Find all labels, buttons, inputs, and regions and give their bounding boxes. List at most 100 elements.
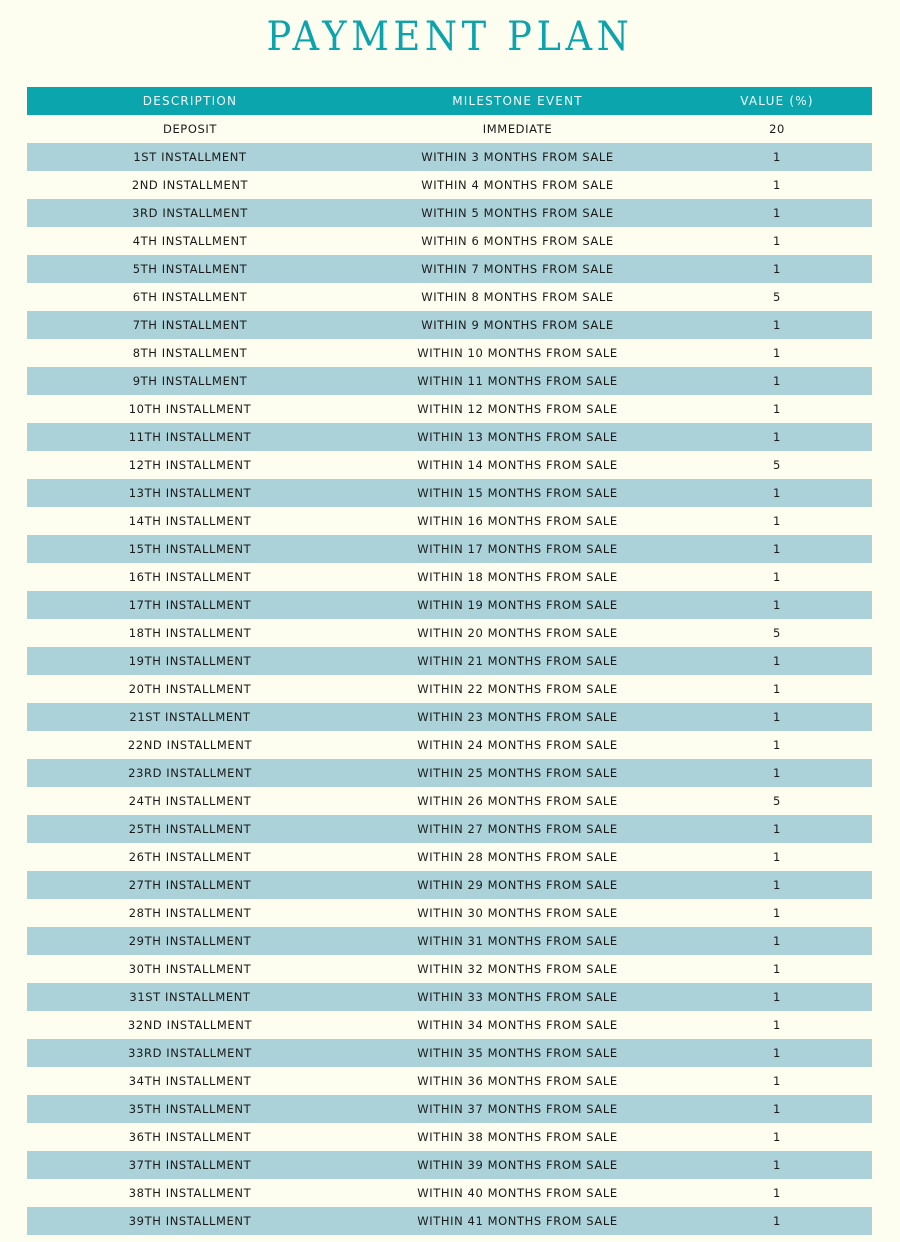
- milestone-cell: WITHIN 6 MONTHS FROM SALE: [421, 234, 614, 248]
- table-row: 12TH INSTALLMENT WITHIN 14 MONTHS FROM SA…: [27, 451, 872, 479]
- value-cell: 5: [773, 290, 781, 304]
- table-row: 24TH INSTALLMENT WITHIN 26 MONTHS FROM SA…: [27, 787, 872, 815]
- description-cell: 26TH INSTALLMENT: [128, 850, 252, 864]
- description-cell: 39TH INSTALLMENT: [27, 1207, 353, 1235]
- table-row: 31ST INSTALLMENT WITHIN 33 MONTHS FROM SA…: [27, 983, 872, 1011]
- table-row: 23RD INSTALLMENT WITHIN 25 MONTHS FROM SA…: [27, 759, 872, 787]
- milestone-cell: WITHIN 41 MONTHS FROM SALE: [353, 1207, 682, 1235]
- table-body: DEPOSIT IMMEDIATE 20 1ST INSTALLMENT WITHIN …: [27, 115, 872, 1235]
- milestone-cell: WITHIN 9 MONTHS FROM SALE: [353, 311, 682, 339]
- milestone-cell: WITHIN 36 MONTHS FROM SALE: [417, 1074, 618, 1088]
- milestone-cell: WITHIN 20 MONTHS FROM SALE: [417, 626, 618, 640]
- page-title: PAYMENT PLAN: [266, 14, 634, 60]
- value-cell: 1: [682, 703, 872, 731]
- description-cell: 31ST INSTALLMENT: [27, 983, 353, 1011]
- milestone-cell: WITHIN 17 MONTHS FROM SALE: [353, 535, 682, 563]
- table-row: 34TH INSTALLMENT WITHIN 36 MONTHS FROM SA…: [27, 1067, 872, 1095]
- table-row: 19TH INSTALLMENT WITHIN 21 MONTHS FROM SA…: [27, 647, 872, 675]
- description-cell: 10TH INSTALLMENT: [128, 402, 252, 416]
- description-cell: 14TH INSTALLMENT: [128, 514, 252, 528]
- milestone-cell: WITHIN 14 MONTHS FROM SALE: [417, 458, 618, 472]
- description-cell: 16TH INSTALLMENT: [128, 570, 252, 584]
- milestone-cell: WITHIN 29 MONTHS FROM SALE: [353, 871, 682, 899]
- description-cell: 18TH INSTALLMENT: [128, 626, 252, 640]
- table-row: 25TH INSTALLMENT WITHIN 27 MONTHS FROM SA…: [27, 815, 872, 843]
- milestone-cell: WITHIN 24 MONTHS FROM SALE: [417, 738, 618, 752]
- table-row: 35TH INSTALLMENT WITHIN 37 MONTHS FROM SA…: [27, 1095, 872, 1123]
- milestone-cell: WITHIN 35 MONTHS FROM SALE: [353, 1039, 682, 1067]
- value-cell: 1: [773, 1130, 781, 1144]
- value-cell: 1: [773, 1018, 781, 1032]
- description-cell: DEPOSIT: [162, 122, 218, 136]
- description-cell: 29TH INSTALLMENT: [27, 927, 353, 955]
- table-row: 11TH INSTALLMENT WITHIN 13 MONTHS FROM SA…: [27, 423, 872, 451]
- description-cell: 22ND INSTALLMENT: [127, 738, 253, 752]
- table-row: 26TH INSTALLMENT WITHIN 28 MONTHS FROM SA…: [27, 843, 872, 871]
- table-row: 17TH INSTALLMENT WITHIN 19 MONTHS FROM SA…: [27, 591, 872, 619]
- table-row: 33RD INSTALLMENT WITHIN 35 MONTHS FROM SA…: [27, 1039, 872, 1067]
- value-cell: 1: [773, 346, 781, 360]
- value-cell: 1: [682, 199, 872, 227]
- milestone-cell: WITHIN 8 MONTHS FROM SALE: [421, 290, 614, 304]
- table-row: 4TH INSTALLMENT WITHIN 6 MONTHS FROM SALE…: [27, 227, 872, 255]
- milestone-cell: WITHIN 22 MONTHS FROM SALE: [417, 682, 618, 696]
- table-row: 3RD INSTALLMENT WITHIN 5 MONTHS FROM SALE…: [27, 199, 872, 227]
- column-header-milestone: MILESTONE EVENT: [353, 87, 682, 115]
- table-row: 1ST INSTALLMENT WITHIN 3 MONTHS FROM SALE…: [27, 143, 872, 171]
- table-row: 20TH INSTALLMENT WITHIN 22 MONTHS FROM SA…: [27, 675, 872, 703]
- value-cell: 1: [682, 871, 872, 899]
- table-row: 10TH INSTALLMENT WITHIN 12 MONTHS FROM SA…: [27, 395, 872, 423]
- value-cell: 1: [773, 906, 781, 920]
- value-cell: 1: [682, 983, 872, 1011]
- description-cell: 13TH INSTALLMENT: [27, 479, 353, 507]
- value-cell: 1: [682, 759, 872, 787]
- description-cell: 15TH INSTALLMENT: [27, 535, 353, 563]
- value-cell: 1: [682, 591, 872, 619]
- table-row: 30TH INSTALLMENT WITHIN 32 MONTHS FROM SA…: [27, 955, 872, 983]
- table-row: 14TH INSTALLMENT WITHIN 16 MONTHS FROM SA…: [27, 507, 872, 535]
- milestone-cell: WITHIN 12 MONTHS FROM SALE: [417, 402, 618, 416]
- description-cell: 1ST INSTALLMENT: [27, 143, 353, 171]
- milestone-cell: WITHIN 10 MONTHS FROM SALE: [417, 346, 618, 360]
- description-cell: 11TH INSTALLMENT: [27, 423, 353, 451]
- table-row: 9TH INSTALLMENT WITHIN 11 MONTHS FROM SAL…: [27, 367, 872, 395]
- table-row: 15TH INSTALLMENT WITHIN 17 MONTHS FROM SA…: [27, 535, 872, 563]
- milestone-cell: WITHIN 18 MONTHS FROM SALE: [417, 570, 618, 584]
- table-row: 37TH INSTALLMENT WITHIN 39 MONTHS FROM SA…: [27, 1151, 872, 1179]
- description-cell: 28TH INSTALLMENT: [128, 906, 252, 920]
- value-cell: 1: [773, 1186, 781, 1200]
- milestone-cell: WITHIN 16 MONTHS FROM SALE: [417, 514, 618, 528]
- milestone-cell: WITHIN 33 MONTHS FROM SALE: [353, 983, 682, 1011]
- description-cell: 5TH INSTALLMENT: [27, 255, 353, 283]
- milestone-cell: WITHIN 34 MONTHS FROM SALE: [417, 1018, 618, 1032]
- milestone-cell: WITHIN 31 MONTHS FROM SALE: [353, 927, 682, 955]
- description-cell: 33RD INSTALLMENT: [27, 1039, 353, 1067]
- description-cell: 37TH INSTALLMENT: [27, 1151, 353, 1179]
- table-row: 13TH INSTALLMENT WITHIN 15 MONTHS FROM SA…: [27, 479, 872, 507]
- description-cell: 27TH INSTALLMENT: [27, 871, 353, 899]
- milestone-cell: WITHIN 11 MONTHS FROM SALE: [353, 367, 682, 395]
- milestone-cell: WITHIN 28 MONTHS FROM SALE: [417, 850, 618, 864]
- milestone-cell: WITHIN 30 MONTHS FROM SALE: [417, 906, 618, 920]
- value-cell: 20: [769, 122, 785, 136]
- milestone-cell: WITHIN 4 MONTHS FROM SALE: [421, 178, 614, 192]
- table-row: 22ND INSTALLMENT WITHIN 24 MONTHS FROM SA…: [27, 731, 872, 759]
- table-row: 5TH INSTALLMENT WITHIN 7 MONTHS FROM SALE…: [27, 255, 872, 283]
- table-row: DEPOSIT IMMEDIATE 20: [27, 115, 872, 143]
- description-cell: 38TH INSTALLMENT: [128, 1186, 252, 1200]
- milestone-cell: WITHIN 7 MONTHS FROM SALE: [353, 255, 682, 283]
- table-row: 29TH INSTALLMENT WITHIN 31 MONTHS FROM SA…: [27, 927, 872, 955]
- description-cell: 3RD INSTALLMENT: [27, 199, 353, 227]
- milestone-cell: WITHIN 39 MONTHS FROM SALE: [353, 1151, 682, 1179]
- table-row: 36TH INSTALLMENT WITHIN 38 MONTHS FROM SA…: [27, 1123, 872, 1151]
- value-cell: 1: [682, 479, 872, 507]
- description-cell: 24TH INSTALLMENT: [128, 794, 252, 808]
- description-cell: 25TH INSTALLMENT: [27, 815, 353, 843]
- milestone-cell: WITHIN 23 MONTHS FROM SALE: [353, 703, 682, 731]
- milestone-cell: WITHIN 27 MONTHS FROM SALE: [353, 815, 682, 843]
- table-row: 28TH INSTALLMENT WITHIN 30 MONTHS FROM SA…: [27, 899, 872, 927]
- value-cell: 1: [682, 143, 872, 171]
- description-cell: 9TH INSTALLMENT: [27, 367, 353, 395]
- milestone-cell: IMMEDIATE: [482, 122, 553, 136]
- description-cell: 34TH INSTALLMENT: [128, 1074, 252, 1088]
